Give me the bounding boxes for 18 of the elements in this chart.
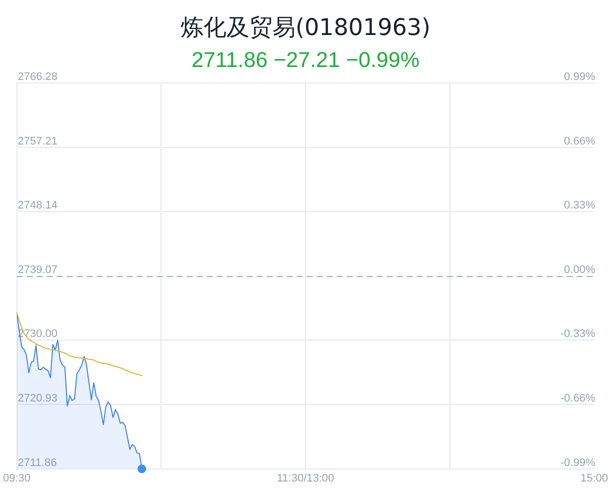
y-tick-label: 2739.07 (18, 264, 58, 276)
x-tick-label: 11:30/13:00 (276, 472, 334, 484)
y2-tick-label: -0.99% (560, 456, 596, 469)
y2-tick-label: 0.99% (564, 71, 596, 84)
y-tick-label: 2720.93 (18, 392, 58, 405)
x-tick-label: 15:00 (580, 472, 608, 484)
y-tick-label: 2711.86 (18, 456, 57, 469)
y2-tick-label: 0.33% (564, 200, 596, 212)
y2-tick-label: -0.66% (560, 392, 596, 405)
chart-subtitle: 2711.86 −27.21 −0.99% (192, 48, 420, 72)
chart-title: 炼化及贸易(01801963) (179, 14, 432, 43)
y-tick-label: 2757.21 (18, 135, 58, 148)
y-tick-label: 2748.14 (18, 200, 58, 212)
y-tick-label: 2766.28 (18, 71, 58, 84)
y2-tick-label: 0.00% (564, 264, 596, 276)
x-tick-label: 09:30 (3, 472, 31, 484)
y2-tick-label: 0.66% (564, 135, 596, 148)
y2-tick-label: -0.33% (560, 328, 596, 340)
